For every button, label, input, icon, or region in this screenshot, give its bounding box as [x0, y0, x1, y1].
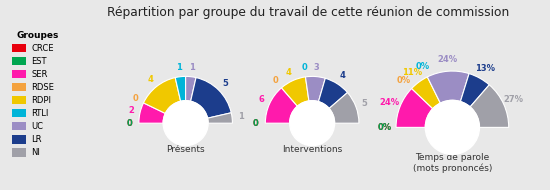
FancyBboxPatch shape: [12, 96, 26, 104]
Text: 0: 0: [132, 94, 138, 103]
Text: UC: UC: [31, 122, 43, 131]
Text: 4: 4: [148, 75, 153, 84]
Wedge shape: [139, 103, 166, 123]
FancyBboxPatch shape: [12, 109, 26, 117]
Text: 27%: 27%: [504, 95, 524, 104]
Wedge shape: [191, 78, 231, 118]
Text: Interventions: Interventions: [282, 145, 342, 154]
Text: NI: NI: [31, 148, 40, 157]
FancyBboxPatch shape: [12, 135, 26, 143]
Wedge shape: [470, 85, 509, 127]
FancyBboxPatch shape: [12, 83, 26, 91]
Wedge shape: [265, 88, 298, 123]
Text: Groupes: Groupes: [16, 31, 59, 40]
Text: 0%: 0%: [397, 76, 410, 85]
Text: 13%: 13%: [475, 64, 495, 73]
Text: 4: 4: [339, 71, 345, 80]
Wedge shape: [396, 89, 433, 127]
Wedge shape: [282, 77, 309, 106]
Text: EST: EST: [31, 57, 47, 66]
Text: 0: 0: [126, 119, 133, 128]
Text: 0: 0: [253, 119, 259, 128]
Text: LR: LR: [31, 135, 42, 144]
FancyBboxPatch shape: [12, 122, 26, 131]
Text: SER: SER: [31, 70, 48, 79]
Wedge shape: [185, 76, 196, 101]
Text: 2: 2: [128, 106, 134, 115]
Text: 24%: 24%: [437, 55, 457, 64]
Text: 0: 0: [272, 76, 278, 85]
Wedge shape: [460, 74, 490, 107]
Text: Temps de parole
(mots prononcés): Temps de parole (mots prononcés): [412, 153, 492, 173]
Wedge shape: [427, 71, 469, 103]
FancyBboxPatch shape: [12, 70, 26, 78]
Text: 1: 1: [239, 112, 244, 121]
Wedge shape: [175, 76, 185, 101]
Text: CRCE: CRCE: [31, 44, 54, 53]
FancyBboxPatch shape: [12, 57, 26, 65]
Wedge shape: [305, 76, 325, 102]
Wedge shape: [207, 113, 233, 123]
Circle shape: [290, 101, 334, 146]
Text: RTLI: RTLI: [31, 109, 48, 118]
Text: 5: 5: [222, 79, 228, 88]
Text: 5: 5: [362, 99, 367, 108]
Text: 1: 1: [189, 63, 195, 72]
Text: 0%: 0%: [378, 123, 392, 132]
Wedge shape: [144, 78, 180, 113]
Circle shape: [425, 100, 480, 154]
Text: 0%: 0%: [415, 62, 430, 71]
Text: 11%: 11%: [402, 68, 422, 78]
Wedge shape: [329, 93, 359, 123]
Text: 0%: 0%: [378, 123, 392, 132]
Circle shape: [163, 101, 208, 146]
Text: 24%: 24%: [379, 98, 400, 107]
Text: 0: 0: [253, 119, 259, 128]
Text: Répartition par groupe du travail de cette réunion de commission: Répartition par groupe du travail de cet…: [107, 6, 509, 19]
Wedge shape: [411, 77, 441, 109]
Text: 0: 0: [126, 119, 133, 128]
Text: RDSE: RDSE: [31, 83, 54, 92]
Text: 0: 0: [301, 63, 307, 72]
Wedge shape: [318, 78, 348, 108]
Text: RDPI: RDPI: [31, 96, 51, 105]
Text: Présents: Présents: [166, 145, 205, 154]
Text: 4: 4: [286, 68, 292, 77]
FancyBboxPatch shape: [12, 148, 26, 157]
FancyBboxPatch shape: [12, 44, 26, 52]
Text: 6: 6: [258, 95, 264, 104]
Text: 3: 3: [314, 63, 319, 72]
Text: 1: 1: [177, 63, 182, 72]
